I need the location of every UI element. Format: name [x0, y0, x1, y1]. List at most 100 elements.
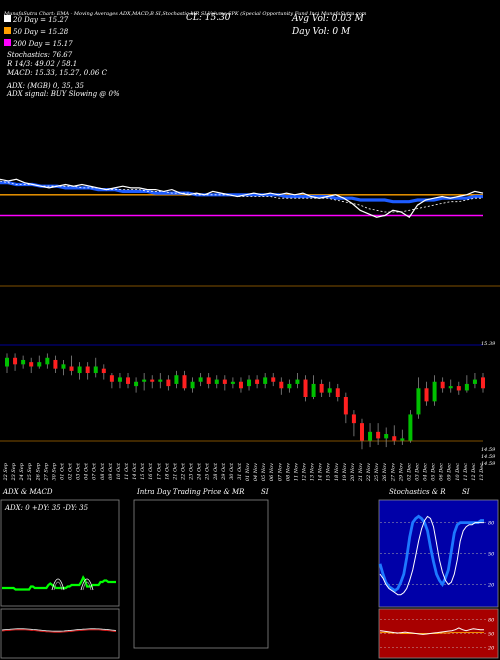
mrsi-lines: 80 50 20: [379, 617, 495, 652]
date-tick-label: 14 Nov: [318, 463, 324, 481]
candle-body: [287, 383, 292, 389]
candle-body: [174, 375, 179, 384]
date-tick-label: 24 Sep: [19, 462, 25, 481]
date-tick-label: 02 Oct: [68, 462, 74, 480]
candle-body: [53, 359, 58, 369]
date-tick-label: 24 Oct: [197, 462, 203, 481]
intraday-box: [133, 499, 269, 649]
date-tick-label: 13 Nov: [310, 463, 316, 481]
ema20-label: 20 Day = 15.27: [12, 16, 69, 24]
candle-body: [214, 379, 219, 384]
candle-body: [481, 377, 485, 389]
stochastics-panel: Stochastics & R SI 80 50 20 80 50 20: [378, 488, 499, 659]
date-tick-label: 29 Nov: [398, 463, 404, 482]
candle-body: [335, 388, 340, 397]
candle-body: [117, 377, 122, 382]
date-tick-label: 07 Nov: [277, 463, 283, 481]
candle-body: [408, 414, 413, 441]
top-caption: MunafaSutra Chart: EMA - Moving Averages…: [3, 10, 367, 17]
date-tick-label: 25 Nov: [374, 463, 380, 482]
date-tick-label: 14 Oct: [132, 462, 138, 480]
intraday-title: Intra Day Trading Price & MR: [136, 488, 245, 496]
ema-fast-line: [0, 180, 483, 213]
adx-macd-title: ADX & MACD: [2, 488, 53, 496]
candle-body: [69, 366, 74, 371]
mrsi-line: [379, 627, 484, 635]
candle-body: [126, 377, 131, 384]
candle-body: [255, 379, 260, 384]
date-tick-label: 27 Nov: [390, 463, 396, 482]
candle-body: [263, 377, 268, 384]
date-tick-label: 06 Dec: [439, 463, 445, 481]
date-tick-label: 22 Sep: [3, 462, 9, 481]
di-arc: [51, 578, 65, 591]
date-tick-label: 22 Oct: [180, 462, 186, 481]
stoch-d-line: [379, 515, 484, 596]
date-tick-label: 23 Sep: [11, 462, 17, 481]
price-line: [0, 178, 484, 219]
di-arc: [80, 578, 94, 591]
ema200-swatch: [4, 39, 11, 46]
date-tick-label: 03 Dec: [414, 463, 420, 481]
adx-line: [2, 575, 116, 591]
date-tick-label: 02 Dec: [406, 463, 412, 481]
candle-body: [271, 377, 276, 382]
stochastics-title: Stochastics & R: [389, 488, 446, 496]
candle-body: [85, 366, 90, 374]
date-axis: 22 Sep 23 Sep 24 Sep 25 Sep 26 Sep 27 Sep 30 S…: [3, 462, 485, 482]
candle-body: [432, 381, 437, 402]
candle-body: [158, 379, 163, 382]
stochastics-lines: 80 50 20: [378, 514, 495, 596]
candle-body: [392, 436, 397, 441]
date-tick-label: 12 Dec: [471, 463, 477, 481]
candle-body: [464, 383, 469, 391]
date-tick-label: 29 Oct: [221, 462, 227, 481]
date-tick-label: 27 Sep: [43, 462, 49, 481]
candle-body: [343, 397, 348, 415]
candle-body: [424, 388, 429, 402]
date-tick-label: 05 Nov: [261, 463, 267, 481]
adx-signal-label: ADX signal: BUY Slowing @ 0%: [6, 90, 120, 98]
date-tick-label: 13 Dec: [479, 463, 485, 481]
candle-body: [21, 359, 26, 365]
stoch-k-line: [378, 514, 484, 593]
candle-body: [303, 379, 308, 397]
candle-body: [456, 386, 461, 391]
ema50-label: 50 Day = 15.28: [13, 28, 69, 36]
stoch-tick-label: 50: [488, 552, 495, 558]
avg-volume-label: Avg Vol: 0.03 M: [291, 14, 365, 24]
date-tick-label: 21 Oct: [172, 462, 178, 481]
date-tick-label: 04 Nov: [253, 463, 259, 481]
candle-body: [142, 379, 147, 382]
date-tick-label: 09 Oct: [108, 462, 114, 480]
candle-body: [416, 388, 421, 415]
date-tick-label: 08 Oct: [100, 462, 106, 480]
stoch-tick-label: 20: [487, 582, 495, 588]
mrsi-tick-label: 50: [488, 632, 495, 638]
date-tick-label: 15 Nov: [326, 463, 332, 481]
candle-body: [238, 381, 243, 389]
candle-body: [247, 379, 252, 387]
macd-lines: [1, 628, 117, 633]
date-tick-label: 01 Nov: [245, 463, 251, 481]
candle-body: [61, 364, 66, 369]
candle-body: [93, 366, 98, 374]
date-tick-label: 20 Nov: [350, 463, 356, 482]
price-axis-label: 15.39: [481, 341, 496, 347]
candle-body: [134, 381, 139, 387]
candle-body: [376, 431, 381, 439]
candle-body: [384, 434, 389, 439]
date-tick-label: 11 Oct: [124, 462, 130, 480]
date-tick-label: 05 Dec: [431, 463, 437, 481]
adx-lines: [2, 575, 116, 591]
adx-label: ADX: (MGB) 0, 35, 35: [6, 82, 85, 90]
candle-body: [327, 388, 332, 393]
ema200-label: 200 Day = 15.17: [12, 40, 73, 48]
date-tick-label: 31 Oct: [237, 462, 243, 480]
date-tick-label: 08 Nov: [285, 463, 291, 481]
candle-body: [45, 357, 50, 365]
candle-body: [222, 379, 227, 384]
intraday-panel: Intra Day Trading Price & MR SI: [133, 488, 269, 649]
